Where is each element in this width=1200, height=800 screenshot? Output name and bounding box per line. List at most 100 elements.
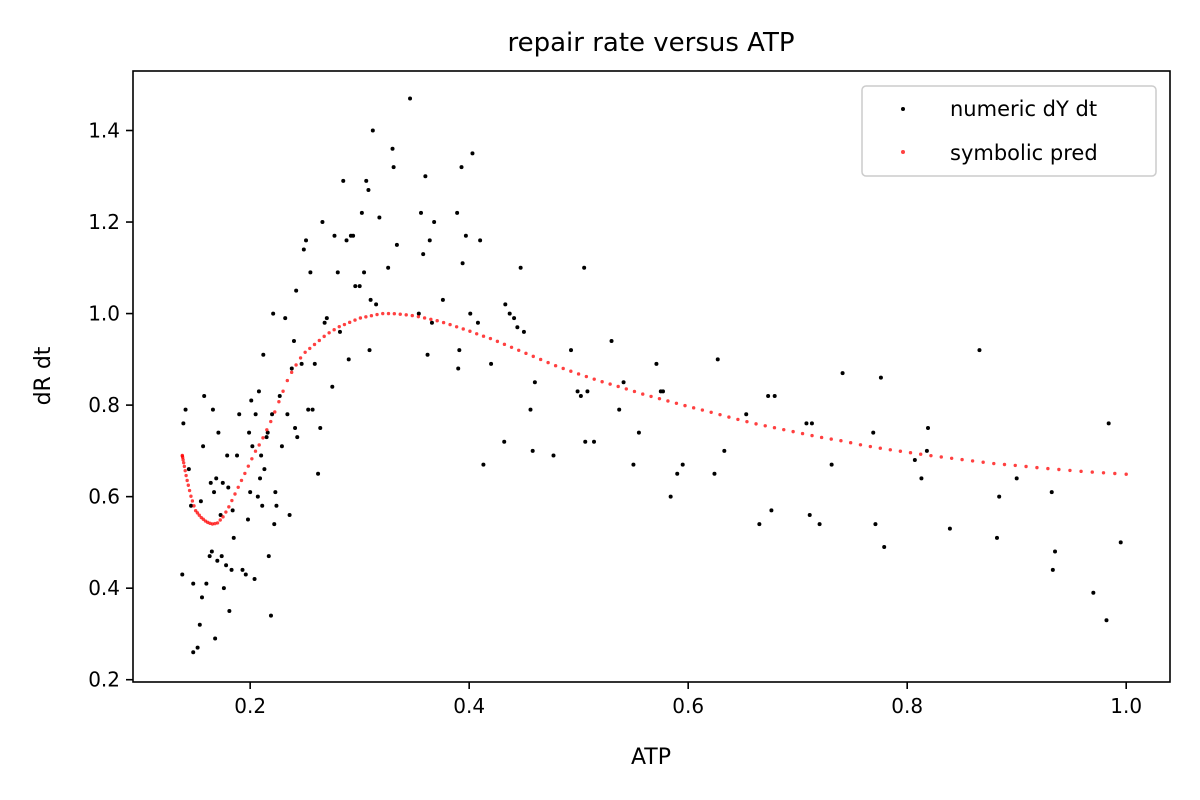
numeric-data-point [1014,476,1019,481]
symbolic-pred-point [381,311,385,316]
symbolic-pred-point [718,412,722,417]
symbolic-pred-point [908,451,913,455]
numeric-data-point [266,554,271,559]
symbolic-pred-point [600,380,604,384]
numeric-data-point [189,503,194,508]
numeric-data-point [204,581,209,586]
symbolic-pred-point [398,312,402,316]
numeric-data-point [807,512,812,517]
numeric-data-point [191,650,196,655]
symbolic-pred-point [488,336,493,341]
numeric-data-point [391,165,396,170]
y-tick-label: 1.4 [88,118,120,142]
numeric-data-point [231,535,236,540]
symbolic-pred-point [392,312,397,316]
numeric-data-point [316,471,321,476]
symbolic-pred-point [1124,472,1128,476]
symbolic-pred-point [949,456,954,460]
legend: numeric dY dt symbolic pred [861,85,1157,177]
numeric-data-point [440,297,445,302]
symbolic-pred-point [422,316,427,320]
symbolic-pred-point [353,318,357,322]
numeric-data-point [351,233,356,238]
numeric-data-point [212,490,217,495]
numeric-data-point [804,421,809,426]
numeric-data-point [621,380,626,385]
numeric-data-point [237,412,242,417]
symbolic-pred-point [800,431,805,436]
numeric-data-point [521,329,526,334]
symbolic-pred-point [186,483,191,487]
numeric-data-point [341,178,346,183]
numeric-data-point [364,178,369,183]
numeric-data-point [583,439,588,444]
symbolic-pred-point [657,396,662,401]
symbolic-pred-point [1024,464,1028,469]
numeric-data-point [455,210,460,215]
numeric-data-point [197,622,202,627]
symbolic-pred-point [187,488,192,493]
symbolic-pred-point [364,315,368,319]
x-tick-label: 1.0 [1110,694,1142,718]
numeric-data-point [240,567,245,572]
numeric-data-point [291,339,296,344]
numeric-data-point [295,435,300,440]
symbolic-pred-point [269,419,273,424]
numeric-data-point [271,311,276,316]
numeric-data-point [335,270,340,275]
numeric-data-point [208,480,213,485]
numeric-data-point [265,430,270,435]
numeric-data-point [366,187,371,192]
symbolic-pred-point [970,459,975,463]
numeric-data-point [367,348,372,353]
numeric-data-point [502,439,507,444]
legend-marker-symbolic [901,150,905,154]
numeric-data-point [636,430,641,435]
symbolic-pred-point [246,464,251,468]
numeric-data-point [324,316,329,321]
symbolic-pred-point [404,313,408,317]
numeric-data-point [272,522,277,527]
symbolic-pred-point [709,410,713,414]
symbolic-pred-point [829,437,833,441]
numeric-data-point [353,284,358,289]
symbolic-pred-point [992,461,996,466]
numeric-data-point [235,453,240,458]
symbolic-pred-point [369,313,374,318]
numeric-data-point [507,311,512,316]
symbolic-pred-point [454,325,459,329]
numeric-data-point [530,448,535,453]
numeric-data-point [224,563,229,568]
numeric-data-point [304,238,309,243]
y-tick-label: 0.6 [88,485,120,509]
symbolic-pred-point [502,342,507,347]
symbolic-pred-point [810,433,814,438]
numeric-data-point [274,503,279,508]
numeric-data-point [289,366,294,371]
numeric-data-point [925,425,930,430]
numeric-data-point [481,462,486,467]
symbolic-pred-point [736,417,740,422]
numeric-data-point [994,535,999,540]
symbolic-pred-point [322,334,326,339]
numeric-data-point [873,522,878,527]
numeric-data-point [919,476,924,481]
numeric-data-point [722,448,727,453]
symbolic-pred-point [183,468,187,473]
x-tick-label: 0.2 [234,694,266,718]
symbolic-pred-point [888,448,892,452]
numeric-data-point [181,421,186,426]
symbolic-pred-point [878,446,882,450]
symbolic-pred-point [277,400,281,404]
numeric-data-point [456,366,461,371]
symbolic-pred-point [184,473,188,478]
symbolic-pred-point [561,366,565,371]
numeric-data-point [370,128,375,133]
symbolic-pred-point [253,449,258,453]
symbolic-pred-point [649,394,653,399]
symbolic-pred-point [294,363,298,367]
numeric-data-point [585,389,590,394]
y-tick-label: 1.0 [88,302,120,326]
symbolic-pred-point [448,322,452,327]
symbolic-pred-point [461,327,465,331]
